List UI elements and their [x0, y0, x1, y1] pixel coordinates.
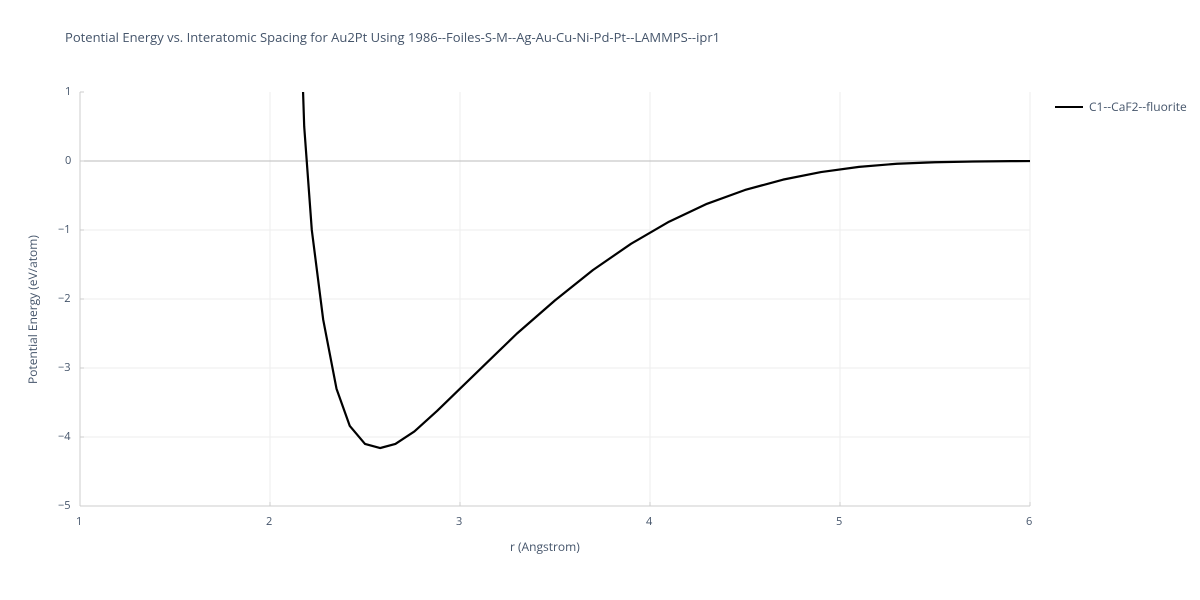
y-tick-label: −5 — [58, 498, 71, 513]
x-tick-label: 5 — [836, 514, 842, 529]
y-tick-label: 1 — [65, 84, 71, 99]
chart-plot-area — [0, 0, 1200, 600]
chart-title: Potential Energy vs. Interatomic Spacing… — [65, 28, 720, 46]
y-tick-label: −4 — [58, 429, 71, 444]
y-tick-label: −2 — [58, 291, 71, 306]
y-axis-label: Potential Energy (eV/atom) — [24, 235, 41, 384]
y-tick-label: 0 — [65, 153, 71, 168]
legend-label: C1--CaF2--fluorite — [1089, 98, 1187, 115]
series-line — [278, 0, 1030, 448]
legend-item[interactable]: C1--CaF2--fluorite — [1055, 98, 1187, 115]
x-axis-label: r (Angstrom) — [510, 538, 580, 555]
y-tick-label: −1 — [58, 222, 71, 237]
x-tick-label: 6 — [1026, 514, 1032, 529]
legend: C1--CaF2--fluorite — [1055, 98, 1187, 115]
x-tick-label: 3 — [456, 514, 462, 529]
x-tick-label: 4 — [646, 514, 652, 529]
x-tick-label: 2 — [266, 514, 272, 529]
legend-swatch — [1055, 106, 1083, 108]
x-tick-label: 1 — [76, 514, 82, 529]
y-tick-label: −3 — [58, 360, 71, 375]
